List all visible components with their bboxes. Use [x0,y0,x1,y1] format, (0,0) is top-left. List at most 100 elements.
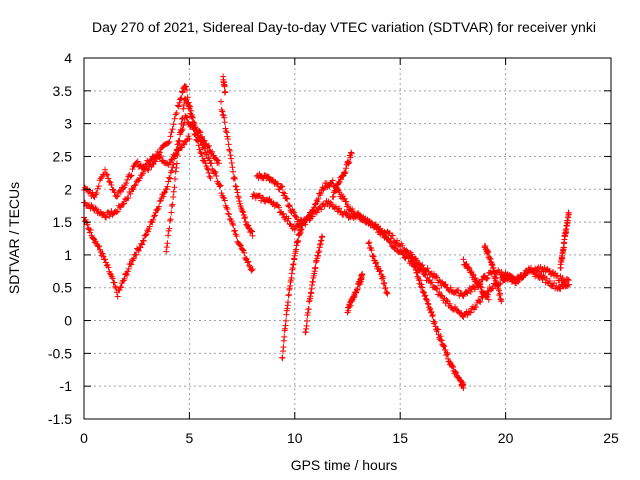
data-point [181,96,188,103]
data-point [365,218,372,225]
data-point [376,268,383,275]
data-point [183,83,190,90]
data-point [112,283,119,290]
data-point [90,235,97,242]
data-point [221,114,228,121]
data-point [441,343,448,350]
data-point [218,190,225,197]
data-point [179,114,186,121]
data-point [446,300,453,307]
data-point [202,160,209,167]
data-point [463,261,470,268]
data-point [497,290,504,297]
data-point [150,213,157,220]
data-point [240,209,247,216]
data-point [117,188,124,195]
data-point [230,221,237,228]
data-point [346,159,353,166]
data-point [195,142,202,149]
data-point [167,159,174,166]
data-point [546,278,553,285]
data-point [337,176,344,183]
data-point [290,208,297,215]
data-point [142,232,149,239]
data-point [228,218,235,225]
data-point [237,242,244,249]
data-point [443,349,450,356]
data-point [314,198,321,205]
data-point [348,150,355,157]
series-track-j [302,233,326,336]
data-point [231,227,238,234]
data-point [99,250,106,257]
data-point [183,138,190,145]
data-point [174,152,181,159]
data-point [368,247,375,254]
data-point [130,186,137,193]
data-point [477,299,484,306]
y-tick-label: 0.5 [53,280,73,296]
data-point [242,218,249,225]
data-point [374,224,381,231]
data-point [342,169,349,176]
data-point [414,257,421,264]
data-point [339,173,346,180]
data-point [207,175,214,182]
data-point [434,326,441,333]
data-point [133,159,140,166]
data-point [485,248,492,255]
data-point [163,244,170,251]
data-point [292,213,299,220]
data-point [181,141,188,148]
data-point [128,172,135,179]
x-tick-label: 0 [80,430,88,446]
data-point [168,156,175,163]
data-point [285,203,292,210]
data-point [483,275,490,282]
data-point [473,304,480,311]
data-point [211,168,218,175]
data-point [170,121,177,128]
data-point [283,195,290,202]
data-point [185,133,192,140]
data-point [421,293,428,300]
data-point [434,274,441,281]
data-point [199,133,206,140]
data-point [168,202,175,209]
data-point [224,206,231,213]
data-point [178,120,185,127]
data-point [343,210,350,217]
data-point [136,175,143,182]
data-point [424,300,431,307]
data-point [313,209,320,216]
data-point [372,260,379,267]
y-tick-label: 1 [64,247,72,263]
data-point [225,141,232,148]
data-point [215,157,222,164]
data-point [108,181,115,188]
data-point [223,129,230,136]
data-point [436,289,443,296]
data-point [386,238,393,245]
data-point [425,301,432,308]
data-point [157,153,164,160]
data-point [191,131,198,137]
data-point [204,149,211,156]
data-point [103,214,110,221]
data-point [140,170,147,177]
series-track-o [460,256,492,303]
data-point [411,262,418,269]
data-point [135,247,142,254]
data-point [418,265,425,272]
data-point [221,197,228,204]
data-point [229,164,236,171]
data-point [282,317,289,324]
data-point [178,95,185,102]
data-point [157,145,164,152]
data-point [205,169,212,176]
data-point [145,167,152,174]
data-point [359,271,366,278]
data-point [429,312,436,319]
data-point [204,166,211,173]
data-point [165,140,172,147]
